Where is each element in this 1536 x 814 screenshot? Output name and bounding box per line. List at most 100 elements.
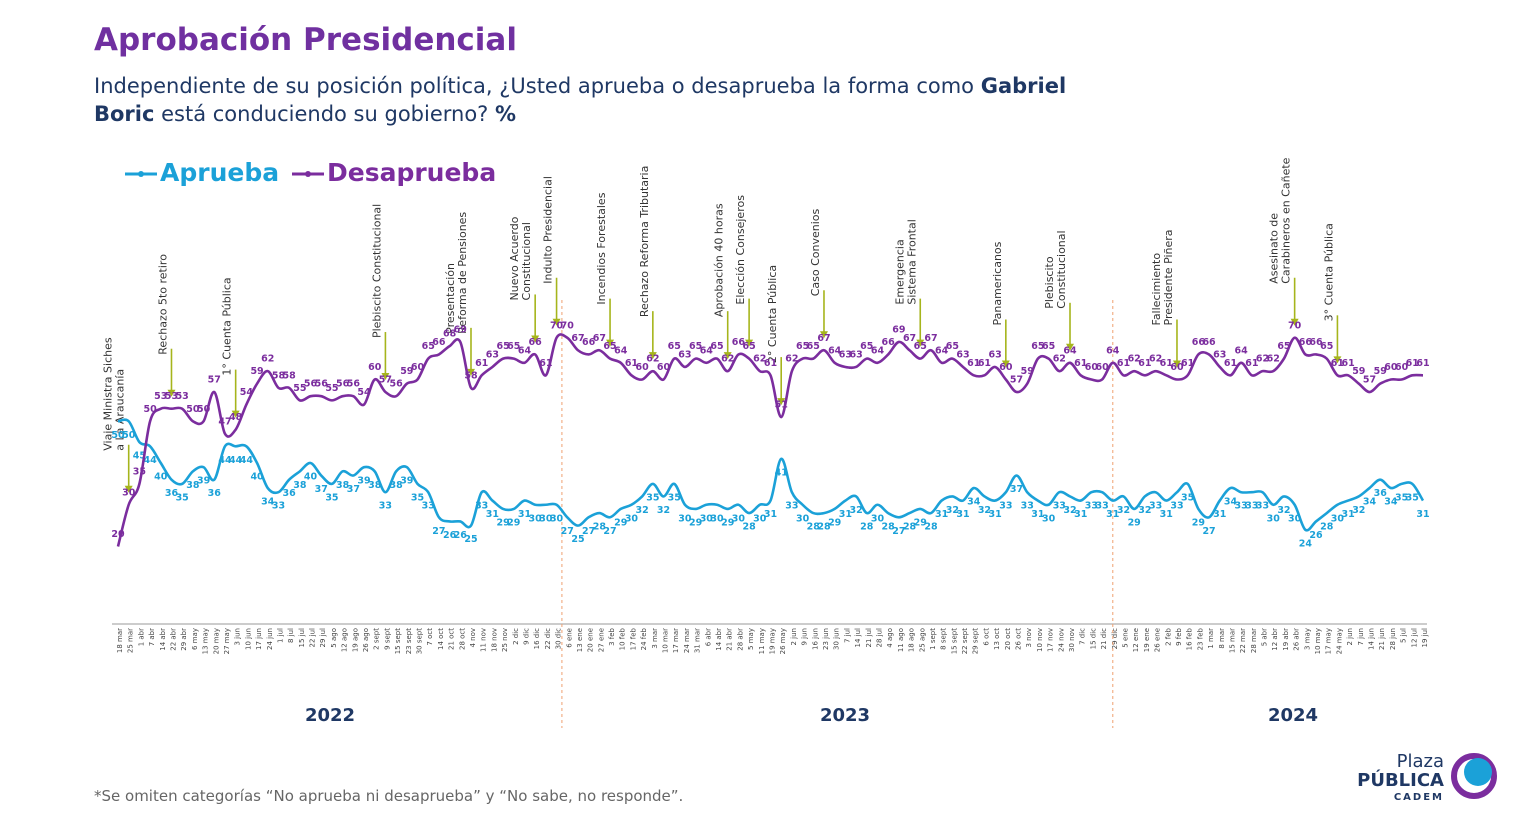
x-tick-label: 17 mar	[672, 628, 680, 653]
x-tick-label: 3 mar	[651, 628, 659, 649]
x-tick-label: 22 dic	[544, 628, 552, 650]
annotation-arrowhead	[1333, 356, 1342, 364]
x-tick-label: 24 may	[1335, 628, 1343, 654]
x-tick-label: 5 jul	[1400, 628, 1408, 643]
data-label: 61	[625, 358, 638, 369]
data-label: 56	[347, 379, 361, 390]
annotation-text: Aprobación 40 horas	[713, 203, 726, 317]
series-line	[116, 333, 1424, 547]
data-label: 63	[678, 349, 691, 360]
data-label: 26	[443, 530, 457, 541]
x-tick-label: 19 jul	[1421, 628, 1429, 648]
data-label: 65	[507, 341, 520, 352]
data-label: 44	[143, 455, 157, 466]
annotation-text: Emergencia	[893, 239, 906, 304]
x-tick-label: 18 nov	[490, 628, 498, 652]
data-label: 38	[368, 480, 382, 491]
data-label: 66	[732, 337, 746, 348]
x-tick-label: 13 ene	[576, 628, 584, 652]
data-label: 66	[882, 337, 896, 348]
data-label: 33	[1053, 501, 1066, 512]
data-label: 53	[165, 391, 178, 402]
x-tick-label: 16 dic	[533, 628, 541, 650]
data-label: 63	[486, 349, 499, 360]
x-tick-label: 29 sept	[972, 628, 980, 655]
year-label: 2023	[820, 705, 870, 726]
x-tick-label: 22 abr	[169, 628, 177, 651]
data-label: 31	[1031, 509, 1044, 520]
data-label: 35	[133, 466, 146, 477]
data-label: 36	[208, 488, 222, 499]
x-tick-label: 19 abr	[1282, 628, 1290, 651]
data-label: 24	[1299, 538, 1313, 549]
data-label: 60	[999, 362, 1013, 373]
data-label: 62	[646, 354, 659, 365]
annotation-arrowhead	[819, 331, 828, 339]
data-label: 28	[1320, 522, 1334, 533]
data-label: 27	[561, 526, 574, 537]
annotation-arrowhead	[231, 410, 240, 418]
x-tick-label: 16 jun	[811, 628, 819, 650]
data-label: 61	[1331, 358, 1344, 369]
data-label: 60	[368, 362, 382, 373]
annotation-text: Presentación	[444, 263, 457, 334]
x-tick-label: 20 ene	[587, 628, 595, 652]
x-tick-label: 4 ago	[886, 628, 894, 648]
x-tick-label: 2 feb	[1164, 627, 1172, 645]
data-label: 30	[539, 513, 553, 524]
x-tick-label: 1 sept	[929, 628, 937, 650]
data-label: 64	[518, 345, 532, 356]
data-label: 28	[742, 522, 756, 533]
data-label: 33	[422, 501, 435, 512]
x-tick-label: 2 jun	[1346, 628, 1354, 646]
data-label: 28	[903, 522, 917, 533]
legend-marker	[305, 171, 311, 177]
data-label: 27	[892, 526, 905, 537]
x-tick-label: 27 ene	[597, 628, 605, 652]
data-label: 65	[689, 341, 702, 352]
x-tick-label: 18 mar	[116, 628, 124, 653]
x-tick-label: 16 feb	[1186, 627, 1194, 650]
data-label: 64	[700, 345, 714, 356]
data-label: 48	[229, 412, 243, 423]
x-tick-label: 29 abr	[180, 628, 188, 651]
data-label: 65	[1277, 341, 1290, 352]
data-label: 50	[186, 404, 200, 415]
x-tick-label: 21 dic	[1100, 628, 1108, 650]
data-label: 28	[860, 522, 874, 533]
data-label: 65	[796, 341, 809, 352]
x-tick-label: 24 feb	[640, 627, 648, 650]
x-tick-label: 9 sept	[383, 628, 391, 650]
data-label: 62	[1149, 354, 1162, 365]
x-tick-label: 10 feb	[619, 627, 627, 650]
x-tick-label: 11 nov	[480, 628, 488, 652]
x-tick-label: 3 jun	[234, 628, 242, 646]
data-label: 29	[614, 517, 627, 528]
x-tick-label: 2 dic	[512, 628, 520, 645]
x-tick-label: 12 ene	[1132, 628, 1140, 652]
data-label: 32	[1063, 505, 1076, 516]
annotation-arrowhead	[745, 339, 754, 347]
data-label: 66	[1309, 337, 1323, 348]
x-tick-label: 3 feb	[608, 627, 616, 645]
data-label: 30	[529, 513, 543, 524]
x-tick-label: 14 oct	[437, 628, 445, 650]
data-label: 56	[315, 379, 329, 390]
x-tick-label: 6 oct	[982, 628, 990, 646]
x-tick-label: 7 jun	[1357, 628, 1365, 646]
x-tick-label: 26 ene	[1154, 628, 1162, 652]
annotation-arrowhead	[466, 368, 475, 376]
x-tick-label: 11 may	[758, 628, 766, 654]
x-tick-label: 1 mar	[1207, 628, 1215, 649]
x-tick-label: 12 ago	[341, 628, 349, 652]
x-tick-label: 28 oct	[458, 628, 466, 650]
data-label: 56	[389, 379, 403, 390]
x-tick-label: 31 mar	[694, 628, 702, 653]
x-tick-label: 21 jun	[1378, 628, 1386, 650]
data-label: 58	[272, 370, 286, 381]
annotation-arrowhead	[606, 339, 615, 347]
x-tick-label: 7 oct	[426, 628, 434, 646]
x-tick-label: 28 mar	[1250, 628, 1258, 653]
data-label: 31	[1160, 509, 1173, 520]
data-label: 32	[657, 505, 670, 516]
